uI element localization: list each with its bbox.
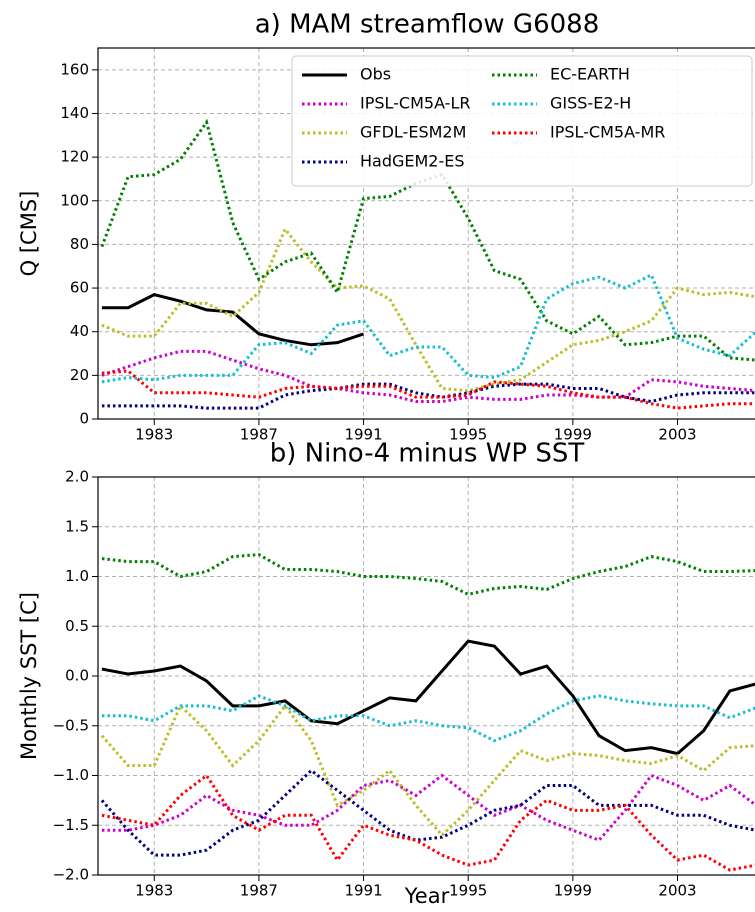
legend-label: HadGEM2-ES [360, 152, 465, 171]
series-line [100, 768, 755, 857]
y-tick-label: 1.0 [65, 567, 89, 585]
x-tick-label: 1983 [135, 882, 173, 900]
legend-label: Obs [360, 65, 391, 84]
series-line [101, 553, 755, 596]
series-line [100, 118, 755, 362]
x-axis-label: Year [404, 884, 450, 908]
y-tick-label: −1.0 [53, 766, 89, 784]
y-tick-label: 0.0 [65, 667, 89, 685]
y-tick-label: 120 [60, 148, 89, 166]
y-tick-label: 0.5 [65, 617, 89, 635]
y-tick-label: −0.5 [53, 716, 89, 734]
y-tick-label: 40 [70, 322, 89, 340]
series-line [101, 773, 755, 872]
legend-label: EC-EARTH [550, 65, 630, 84]
chart-title: a) MAM streamflow G6088 [255, 10, 600, 40]
axes-frame [97, 47, 755, 420]
series-line [101, 293, 365, 347]
y-tick-label: 60 [70, 279, 89, 297]
y-tick-label: 140 [60, 104, 89, 122]
series-line [101, 773, 755, 842]
legend-label: GISS-E2-H [550, 94, 631, 113]
x-tick-label: 1987 [240, 426, 278, 444]
y-tick-label: 160 [60, 60, 89, 78]
series-line [101, 349, 755, 404]
x-tick-label: 1991 [344, 882, 382, 900]
y-tick-label: 100 [60, 191, 89, 209]
axes-frame [97, 476, 755, 876]
x-tick-label: 1987 [240, 882, 278, 900]
x-tick-label: 2003 [658, 426, 696, 444]
y-tick-label: 1.5 [65, 517, 89, 535]
legend-label: GFDL-ESM2M [360, 123, 466, 142]
series-line [101, 694, 755, 743]
series-line [101, 272, 755, 384]
y-axis-label: Q [CMS] [17, 191, 41, 277]
y-tick-label: −2.0 [53, 866, 89, 884]
y-tick-label: −1.5 [53, 816, 89, 834]
series-line [101, 639, 755, 756]
y-axis-label: Monthly SST [C] [17, 592, 41, 760]
series-line [101, 226, 755, 393]
y-tick-label: 2.0 [65, 468, 89, 486]
x-tick-label: 1995 [449, 882, 487, 900]
y-tick-label: 80 [70, 235, 89, 253]
chart-title: b) Nino-4 minus WP SST [270, 439, 585, 469]
x-tick-label: 2003 [658, 882, 696, 900]
x-tick-label: 1991 [344, 426, 382, 444]
series-line [100, 703, 755, 838]
x-tick-label: 1983 [135, 426, 173, 444]
x-tick-label: 1999 [554, 426, 592, 444]
plot-area [100, 118, 755, 410]
series-line [101, 369, 755, 410]
x-tick-label: 1995 [449, 426, 487, 444]
y-tick-label: 20 [70, 366, 89, 384]
legend-label: IPSL-CM5A-MR [550, 123, 665, 142]
plot-area [100, 553, 755, 872]
x-tick-label: 1999 [554, 882, 592, 900]
y-tick-label: 0 [79, 410, 89, 428]
legend-label: IPSL-CM5A-LR [360, 94, 470, 113]
legend-box [291, 55, 753, 187]
